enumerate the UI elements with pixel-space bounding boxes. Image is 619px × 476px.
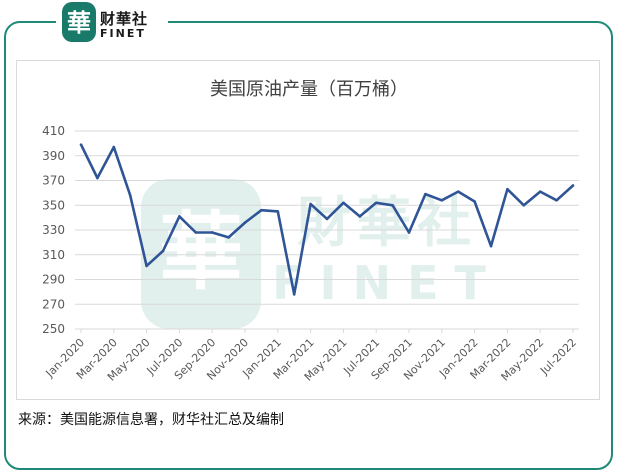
line-chart: 華 財華社 FINET 美国原油产量（百万桶） 250 270 290 310 330 3… (42, 79, 579, 384)
data-point (424, 192, 427, 196)
data-point (391, 203, 394, 207)
data-point (128, 194, 132, 197)
data-point (489, 244, 493, 248)
data-point (145, 264, 148, 268)
gridlines (75, 130, 579, 330)
data-point (522, 203, 526, 207)
data-point (374, 201, 378, 205)
x-axis-ticks: Jan-2020Mar-2020May-2020Jul-2020Sep-2020… (43, 329, 579, 384)
data-point (440, 199, 444, 202)
data-point (79, 143, 83, 146)
data-point (210, 231, 214, 234)
brand-name-cn: 财華社 (100, 10, 149, 28)
brand-seal-icon: 華 (62, 2, 96, 42)
source-note: 来源：美国能源信息署，财华社汇总及编制 (18, 412, 284, 428)
data-point (456, 190, 460, 193)
data-point (227, 236, 230, 239)
data-point (194, 231, 198, 234)
data-point (161, 249, 165, 253)
data-point (96, 176, 99, 180)
y-tick-label: 270 (42, 297, 65, 311)
x-tick-label: Jul-2022 (537, 336, 579, 378)
y-tick-label: 410 (42, 124, 65, 138)
brand-logo: 華 财華社 FINET (56, 2, 168, 46)
y-tick-label: 250 (42, 322, 65, 336)
data-point (506, 187, 509, 191)
y-tick-label: 370 (42, 174, 65, 188)
y-tick-label: 330 (42, 223, 65, 237)
data-point (342, 201, 345, 205)
chart-area: 華 財華社 FINET 美国原油产量（百万桶） 250 270 290 310 330 3… (16, 60, 600, 400)
watermark-seal-char: 華 (159, 202, 243, 301)
watermark-name-en: FINET (272, 256, 502, 310)
y-tick-label: 390 (42, 149, 65, 163)
data-point (555, 199, 558, 202)
data-point (309, 202, 312, 206)
data-point (260, 208, 263, 212)
data-point (325, 217, 329, 221)
data-point (473, 200, 476, 203)
data-point (292, 293, 296, 296)
data-point (243, 221, 247, 224)
y-axis-ticks: 250 270 290 310 330 350 370 390 410 (42, 124, 65, 336)
watermark-name-cn: 財華社 (297, 191, 477, 254)
data-point (538, 190, 542, 193)
y-tick-label: 350 (42, 198, 65, 212)
y-tick-label: 310 (42, 248, 65, 262)
y-tick-label: 290 (42, 273, 65, 287)
data-point (358, 215, 362, 218)
data-point (407, 231, 411, 234)
data-point (178, 215, 181, 218)
brand-watermark: 華 財華社 FINET (141, 179, 502, 329)
data-point (112, 145, 116, 149)
chart-title: 美国原油产量（百万桶） (210, 79, 408, 100)
data-series (79, 143, 575, 296)
data-point (276, 210, 280, 213)
data-point (571, 184, 575, 187)
watermark-seal-icon (141, 179, 261, 329)
brand-seal-char: 華 (67, 8, 91, 37)
brand-name-en: FINET (100, 27, 146, 40)
